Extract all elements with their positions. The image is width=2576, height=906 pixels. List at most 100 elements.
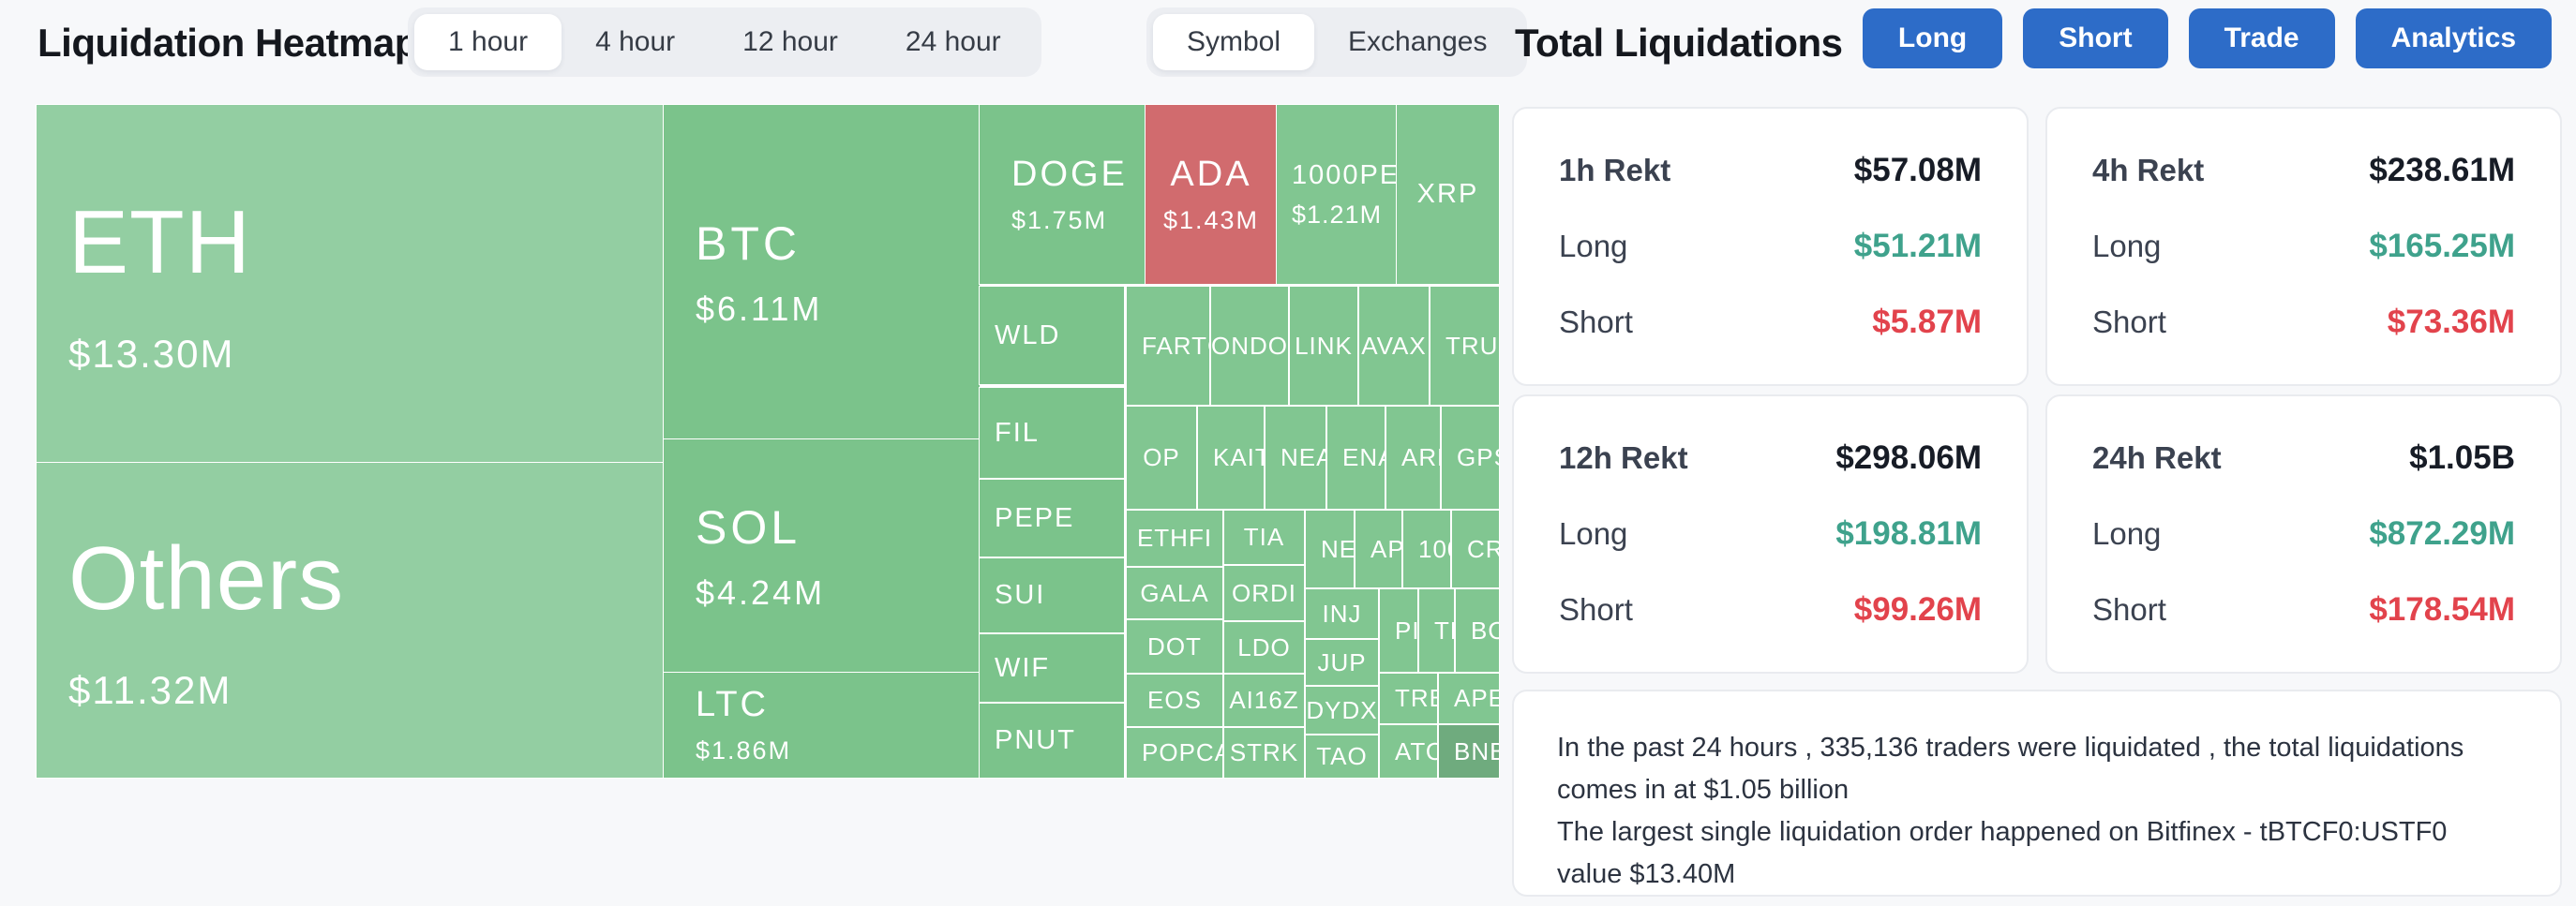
- tab-24-hour[interactable]: 24 hour: [905, 26, 1001, 57]
- card-row: Short $5.87M: [1559, 304, 1982, 341]
- treemap-cell-wif[interactable]: WIF: [980, 634, 1124, 702]
- treemap-cell-pi[interactable]: PI: [1380, 589, 1417, 672]
- card-short-label: Short: [2092, 592, 2166, 627]
- treemap-cell-1000pepe[interactable]: 1000PEPE $1.21M: [1277, 105, 1397, 284]
- analytics-button[interactable]: Analytics: [2355, 8, 2552, 68]
- tab-12-hour[interactable]: 12 hour: [742, 26, 838, 57]
- card-long-label: Long: [2092, 516, 2162, 551]
- treemap-cell-inj[interactable]: INJ: [1306, 589, 1378, 638]
- card-row: Long $198.81M: [1559, 515, 1982, 553]
- treemap-cell-sol[interactable]: SOL $4.24M: [664, 439, 980, 673]
- cell-symbol: TIA: [1243, 523, 1285, 551]
- treemap-cell-xrp[interactable]: XRP: [1397, 105, 1499, 284]
- treemap-cell-link[interactable]: LINK: [1290, 287, 1357, 405]
- cell-symbol: TRUM: [1445, 331, 1499, 360]
- treemap-cell-kait[interactable]: KAIT: [1198, 407, 1264, 509]
- toggle-symbol[interactable]: Symbol: [1153, 14, 1315, 70]
- card-long-label: Long: [2092, 229, 2162, 263]
- treemap-cell-ondo[interactable]: ONDO: [1211, 287, 1288, 405]
- treemap-cell-fil[interactable]: FIL: [980, 388, 1124, 478]
- treemap-cell-gala[interactable]: GALA: [1127, 568, 1222, 618]
- card-short-value: $178.54M: [2369, 591, 2515, 628]
- treemap-cell-tr[interactable]: TR: [1419, 589, 1454, 672]
- cell-symbol: DOGE: [1011, 154, 1128, 194]
- cell-symbol: TAO: [1316, 742, 1368, 770]
- card-long-label: Long: [1559, 229, 1628, 263]
- long-button[interactable]: Long: [1862, 8, 2003, 68]
- treemap-cell-ena[interactable]: ENA: [1327, 407, 1385, 509]
- cell-value: $1.43M: [1162, 205, 1260, 234]
- tab-1-hour[interactable]: 1 hour: [414, 14, 562, 70]
- card-short-label: Short: [1559, 592, 1633, 627]
- treemap-cell-arb[interactable]: ARB: [1386, 407, 1440, 509]
- treemap-cell-eth[interactable]: ETH $13.30M: [37, 105, 664, 463]
- card-total-value: $1.05B: [2409, 439, 2515, 476]
- treemap-cell-tao[interactable]: TAO: [1306, 735, 1378, 778]
- card-title: 1h Rekt: [1559, 153, 1671, 187]
- treemap-cell-jup[interactable]: JUP: [1306, 640, 1378, 685]
- cell-symbol: BO: [1471, 616, 1499, 645]
- treemap-cell-doge[interactable]: DOGE $1.75M: [980, 105, 1146, 284]
- treemap-cell-pnut[interactable]: PNUT: [980, 704, 1124, 778]
- treemap-cell-ai16z[interactable]: AI16Z: [1224, 675, 1304, 726]
- summary-line-2: The largest single liquidation order hap…: [1557, 816, 2448, 889]
- cell-symbol: WLD: [995, 319, 1061, 350]
- cell-symbol: BTC: [696, 216, 801, 270]
- view-toggle: Symbol Exchanges: [1146, 7, 1528, 77]
- cell-value: $4.24M: [696, 572, 826, 612]
- treemap-cell-pepe[interactable]: PEPE: [980, 480, 1124, 557]
- treemap-cell-others[interactable]: Others $11.32M: [37, 463, 664, 778]
- card-row: Short $178.54M: [2092, 591, 2515, 629]
- treemap-cell-bo[interactable]: BO: [1456, 589, 1499, 672]
- toggle-exchanges[interactable]: Exchanges: [1348, 26, 1488, 57]
- cell-symbol: ATO: [1395, 736, 1437, 765]
- treemap-cell-gps[interactable]: GPS: [1442, 407, 1499, 509]
- cell-value: $1.21M: [1292, 200, 1383, 229]
- treemap-cell-dydx[interactable]: DYDX: [1306, 687, 1378, 734]
- treemap-cell-bnb[interactable]: BNB: [1439, 725, 1499, 778]
- cell-symbol: ADA: [1170, 154, 1252, 194]
- card-long-value: $872.29M: [2369, 515, 2515, 552]
- tab-4-hour[interactable]: 4 hour: [595, 26, 676, 57]
- treemap-cell-eos[interactable]: EOS: [1127, 675, 1222, 726]
- treemap-cell-avax[interactable]: AVAX: [1359, 287, 1429, 405]
- short-button[interactable]: Short: [2023, 8, 2168, 68]
- card-long-label: Long: [1559, 516, 1628, 551]
- treemap-cell-trum[interactable]: TRUM: [1430, 287, 1499, 405]
- cell-symbol: SUI: [995, 580, 1046, 610]
- treemap-cell-ethfi[interactable]: ETHFI: [1127, 511, 1222, 566]
- card-short-value: $73.36M: [2387, 304, 2515, 340]
- cell-symbol: LTC: [696, 685, 769, 724]
- treemap-cell-op[interactable]: OP: [1127, 407, 1196, 509]
- treemap-cell-fartc[interactable]: FARTC: [1127, 287, 1209, 405]
- treemap-cell-sui[interactable]: SUI: [980, 558, 1124, 632]
- treemap-cell-ada[interactable]: ADA $1.43M: [1146, 105, 1277, 284]
- cell-symbol: TRB: [1395, 684, 1437, 712]
- treemap-cell-ape[interactable]: APE: [1439, 674, 1499, 723]
- treemap-cell-popcat[interactable]: POPCAT: [1127, 728, 1222, 778]
- treemap-cell-ordi[interactable]: ORDI: [1224, 566, 1304, 620]
- treemap-cell-btc[interactable]: BTC $6.11M: [664, 105, 980, 439]
- cell-symbol: BNB: [1454, 736, 1499, 765]
- treemap-cell-strk[interactable]: STRK: [1224, 728, 1304, 778]
- treemap-cell-ltc[interactable]: LTC $1.86M: [664, 673, 980, 778]
- treemap-cell-trb[interactable]: TRB: [1380, 674, 1437, 723]
- card-short-value: $5.87M: [1872, 304, 1982, 340]
- treemap-cell-100[interactable]: 100: [1403, 511, 1450, 587]
- treemap-cell-ldo[interactable]: LDO: [1224, 622, 1304, 673]
- cell-symbol: ARB: [1401, 443, 1440, 471]
- treemap-cell-ato[interactable]: ATO: [1380, 725, 1437, 778]
- treemap-cell-wld[interactable]: WLD: [980, 287, 1124, 384]
- treemap-cell-tia[interactable]: TIA: [1224, 511, 1304, 564]
- trade-button[interactable]: Trade: [2188, 8, 2335, 68]
- treemap-cell-ne[interactable]: NE: [1306, 511, 1354, 587]
- treemap-cell-ap[interactable]: AP: [1355, 511, 1401, 587]
- treemap-cell-dot[interactable]: DOT: [1127, 620, 1222, 673]
- cell-symbol: DYDX: [1306, 695, 1378, 724]
- cell-symbol: LDO: [1237, 632, 1291, 661]
- cell-symbol: GPS: [1457, 443, 1499, 471]
- cell-symbol: ORDI: [1232, 578, 1296, 607]
- treemap-cell-cr[interactable]: CR: [1452, 511, 1499, 587]
- treemap-cell-nea[interactable]: NEA: [1266, 407, 1325, 509]
